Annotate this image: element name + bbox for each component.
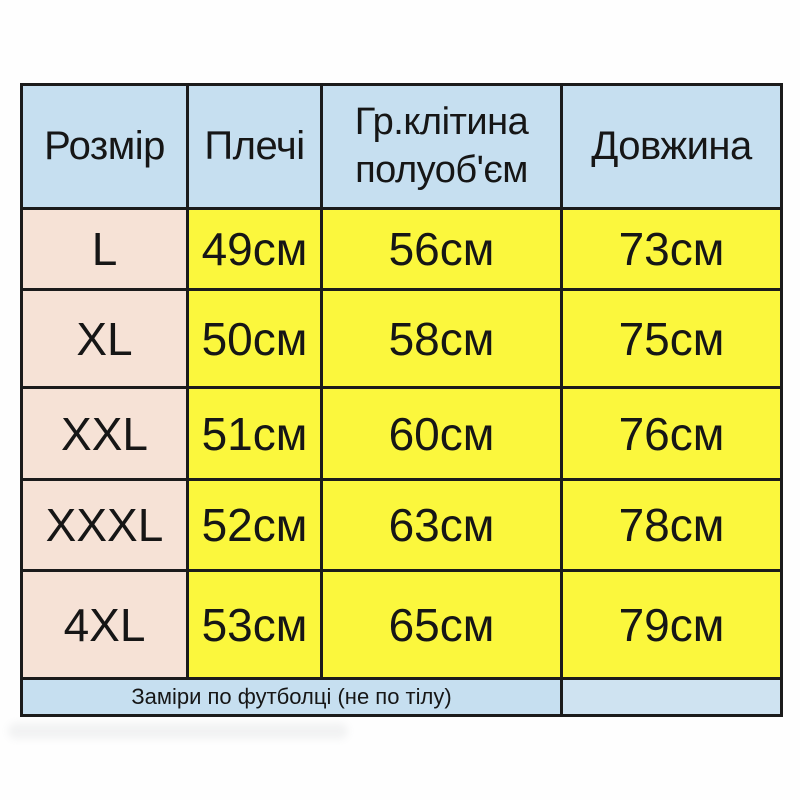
size-label: 4XL [20,569,189,680]
table-row-xl: XL 50см 58см 75см [20,288,783,389]
header-cell-chest: Гр.клітина полуоб'єм [320,83,563,210]
shoulders-value: 50см [186,288,323,389]
size-label: L [20,207,189,291]
length-value: 75см [560,288,783,389]
measurement-note: Заміри по футболці (не по тілу) [20,677,563,717]
shoulders-value: 51см [186,386,323,481]
table-row-4xl: 4XL 53см 65см 79см [20,569,783,680]
header-cell-shoulders: Плечі [186,83,323,210]
size-label: XXXL [20,478,189,572]
header-cell-length: Довжина [560,83,783,210]
shoulders-value: 53см [186,569,323,680]
chest-value: 56см [320,207,563,291]
size-label: XXL [20,386,189,481]
shoulders-value: 52см [186,478,323,572]
chest-value: 60см [320,386,563,481]
length-value: 79см [560,569,783,680]
chest-value: 58см [320,288,563,389]
chest-value: 63см [320,478,563,572]
shoulders-value: 49см [186,207,323,291]
header-row: Розмір Плечі Гр.клітина полуоб'єм Довжин… [20,83,783,210]
chest-value: 65см [320,569,563,680]
table-row-xxl: XXL 51см 60см 76см [20,386,783,481]
size-chart-table: Розмір Плечі Гр.клітина полуоб'єм Довжин… [20,83,783,717]
size-label: XL [20,288,189,389]
length-value: 73см [560,207,783,291]
table-row-xxxl: XXXL 52см 63см 78см [20,478,783,572]
footer-row: Заміри по футболці (не по тілу) [20,677,783,717]
table-row-l: L 49см 56см 73см [20,207,783,291]
length-value: 78см [560,478,783,572]
watermark-smudge [8,723,348,739]
header-cell-size: Розмір [20,83,189,210]
footer-empty-cell [560,677,783,717]
length-value: 76см [560,386,783,481]
